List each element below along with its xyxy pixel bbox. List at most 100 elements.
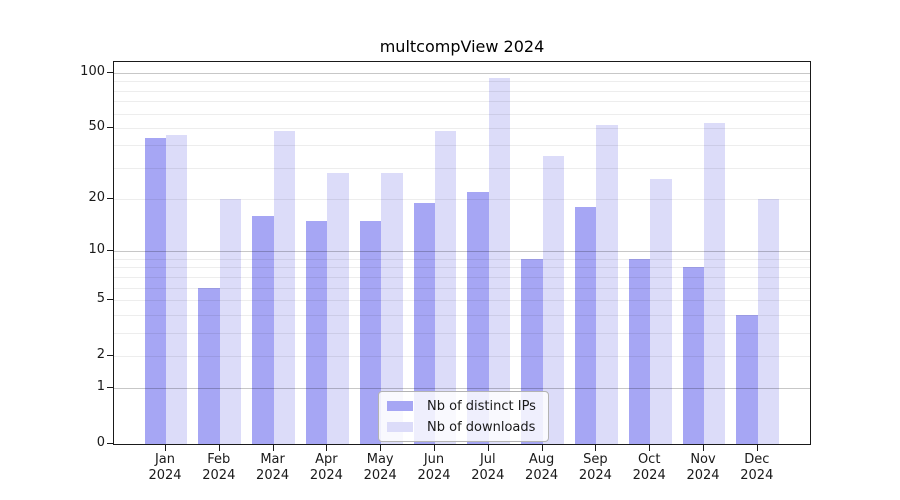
bar-downloads — [435, 131, 457, 444]
y-tick-label: 5 — [96, 290, 105, 306]
x-tick-label: Oct 2024 — [621, 452, 677, 484]
gridline — [114, 101, 810, 103]
y-tick-label: 1 — [96, 379, 105, 395]
gridline — [114, 113, 810, 115]
x-tick-mark — [649, 445, 651, 451]
bar-downloads — [542, 155, 564, 444]
legend-item-distinct-ips: Nb of distinct IPs — [387, 397, 536, 415]
chart-title: multcompView 2024 — [379, 37, 545, 56]
x-tick-mark — [595, 445, 597, 451]
bar-downloads — [596, 124, 618, 444]
x-tick-year: 2024 — [578, 468, 612, 483]
x-tick-month: Jul — [479, 452, 496, 467]
x-tick-month: Mar — [260, 452, 285, 467]
legend-label-downloads: Nb of downloads — [427, 419, 536, 435]
x-tick-year: 2024 — [686, 468, 720, 483]
x-tick-month: May — [366, 452, 394, 467]
bar-distinct-ips — [306, 221, 328, 444]
y-tick-label: 10 — [88, 242, 105, 258]
bar-distinct-ips — [467, 191, 489, 444]
legend: Nb of distinct IPs Nb of downloads — [378, 391, 549, 442]
y-tick-label: 2 — [96, 346, 105, 362]
y-tick-label: 100 — [80, 64, 105, 79]
x-tick-label: May 2024 — [352, 452, 408, 484]
bar-downloads — [327, 173, 349, 444]
x-tick-mark — [434, 445, 435, 451]
x-tick-label: Sep 2024 — [567, 452, 623, 484]
bar-distinct-ips — [736, 314, 758, 444]
x-tick-year: 2024 — [740, 468, 774, 483]
bar-downloads — [273, 131, 295, 444]
legend-swatch-distinct-ips — [387, 401, 413, 411]
x-tick-month: Jun — [423, 452, 445, 467]
x-tick-month: Dec — [744, 452, 770, 467]
x-tick-label: Jan 2024 — [137, 452, 193, 484]
bar-distinct-ips — [682, 267, 704, 444]
bar-downloads — [704, 123, 726, 444]
y-tick-label: 0 — [96, 435, 105, 450]
y-tick-label: 50 — [88, 118, 105, 134]
x-tick-mark — [218, 445, 220, 451]
x-tick-year: 2024 — [256, 468, 290, 483]
x-tick-year: 2024 — [471, 468, 505, 483]
x-tick-label: Aug 2024 — [514, 452, 570, 484]
bar-distinct-ips — [252, 216, 274, 444]
x-tick-mark — [703, 445, 704, 451]
x-tick-month: Oct — [637, 452, 661, 467]
y-tick-mark — [107, 126, 113, 128]
gridline — [114, 90, 810, 92]
y-tick-mark — [107, 443, 113, 444]
x-tick-label: Jun 2024 — [406, 452, 462, 484]
x-tick-month: Feb — [207, 452, 231, 467]
x-tick-month: Aug — [528, 452, 555, 467]
y-tick-mark — [107, 354, 113, 356]
bar-distinct-ips — [144, 138, 166, 444]
y-tick-mark — [107, 72, 113, 73]
y-tick-mark — [107, 298, 113, 300]
x-tick-month: Sep — [583, 452, 608, 467]
x-tick-year: 2024 — [363, 468, 397, 483]
x-tick-mark — [487, 445, 489, 451]
bar-distinct-ips — [413, 203, 435, 444]
plot-area — [113, 61, 811, 445]
y-tick-label: 20 — [88, 190, 105, 206]
x-tick-mark — [272, 445, 274, 451]
legend-label-distinct-ips: Nb of distinct IPs — [427, 398, 536, 414]
y-tick-mark — [107, 387, 113, 389]
x-tick-mark — [380, 445, 382, 451]
legend-item-downloads: Nb of downloads — [387, 418, 536, 436]
x-tick-mark — [165, 445, 166, 451]
x-tick-month: Apr — [315, 452, 338, 467]
x-tick-year: 2024 — [525, 468, 559, 483]
gridline — [114, 73, 810, 74]
bar-downloads — [757, 199, 780, 444]
bar-distinct-ips — [198, 287, 220, 444]
bar-downloads — [166, 134, 188, 444]
x-tick-label: Feb 2024 — [191, 452, 247, 484]
legend-swatch-downloads — [387, 422, 413, 432]
y-tick-mark — [107, 250, 113, 252]
x-tick-label: Mar 2024 — [245, 452, 301, 484]
x-tick-mark — [541, 445, 543, 451]
bar-downloads — [488, 77, 511, 444]
x-tick-year: 2024 — [632, 468, 666, 483]
bar-downloads — [650, 179, 672, 444]
x-tick-label: Dec 2024 — [729, 452, 785, 484]
bar-distinct-ips — [628, 258, 651, 444]
x-tick-month: Nov — [690, 452, 716, 467]
x-tick-month: Jan — [154, 452, 176, 467]
x-tick-year: 2024 — [309, 468, 343, 483]
x-tick-mark — [756, 445, 758, 451]
x-tick-label: Nov 2024 — [675, 452, 731, 484]
x-tick-label: Jul 2024 — [460, 452, 516, 484]
bar-distinct-ips — [575, 207, 597, 444]
y-tick-mark — [107, 198, 113, 200]
bar-downloads — [219, 199, 242, 444]
x-tick-year: 2024 — [417, 468, 451, 483]
x-tick-year: 2024 — [202, 468, 236, 483]
x-tick-mark — [326, 445, 328, 451]
bar-distinct-ips — [359, 221, 382, 444]
x-tick-label: Apr 2024 — [298, 452, 354, 484]
gridline — [114, 81, 810, 83]
